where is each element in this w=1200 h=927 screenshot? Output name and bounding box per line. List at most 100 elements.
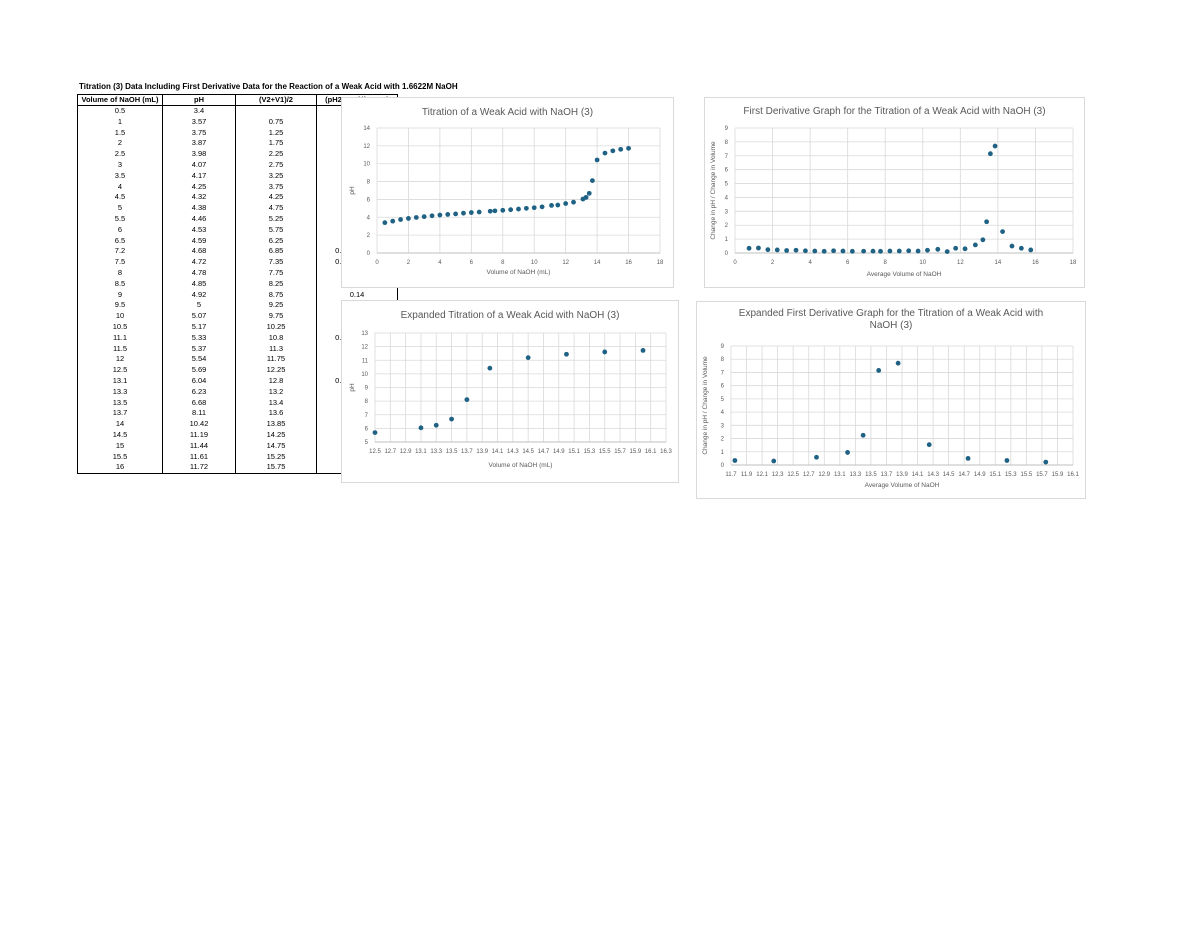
data-point <box>771 458 777 464</box>
table-cell: 6.25 <box>235 235 317 247</box>
table-cell: 11.44 <box>162 440 236 452</box>
table-cell: 5.37 <box>162 343 236 355</box>
data-point <box>821 248 827 254</box>
table-cell: 11.61 <box>162 451 236 463</box>
chart-title: Expanded First Derivative Graph for the … <box>739 308 1043 319</box>
data-point <box>549 203 554 208</box>
x-tick-label: 14 <box>995 260 1002 266</box>
x-tick-label: 16.1 <box>645 449 657 455</box>
x-tick-label: 15.5 <box>599 449 611 455</box>
x-tick-label: 8 <box>501 260 505 266</box>
table-cell: 3.98 <box>162 149 236 160</box>
table-cell: 13.7 <box>77 408 163 420</box>
table-cell: 11.5 <box>77 343 163 355</box>
x-tick-label: 13.3 <box>850 472 862 478</box>
x-tick-label: 14.3 <box>507 449 519 455</box>
x-tick-label: 10 <box>531 260 538 266</box>
table-cell: 6.04 <box>162 375 236 387</box>
x-tick-label: 15.9 <box>630 449 642 455</box>
y-tick-label: 3 <box>721 423 725 429</box>
y-tick-label: 0 <box>721 463 725 469</box>
x-tick-label: 13.5 <box>446 449 458 455</box>
data-point <box>1043 459 1049 465</box>
table-cell: 7.35 <box>235 257 317 268</box>
data-point <box>464 397 470 403</box>
table-cell: 15 <box>77 440 163 452</box>
data-point <box>492 208 498 214</box>
x-tick-label: 15.1 <box>989 472 1001 478</box>
table-cell: 8.11 <box>162 408 236 420</box>
table-cell: 13.1 <box>77 375 163 387</box>
y-tick-label: 9 <box>725 126 729 132</box>
data-point <box>915 248 921 254</box>
table-cell: 4.46 <box>162 213 236 225</box>
data-point <box>765 247 771 253</box>
data-point <box>382 220 388 226</box>
table-cell: 13.4 <box>235 397 317 409</box>
table-cell: 5.25 <box>235 213 317 225</box>
data-point <box>626 145 631 151</box>
data-point <box>508 207 514 213</box>
y-tick-label: 6 <box>367 197 371 203</box>
first-derivative-chart: First Derivative Graph for the Titration… <box>704 97 1085 288</box>
table-cell: 11.75 <box>235 354 317 366</box>
table-cell: 11.1 <box>77 332 163 344</box>
table-cell: 10 <box>77 311 163 322</box>
x-tick-label: 15.3 <box>584 449 596 455</box>
expanded-first-derivative-chart-plot: Expanded First Derivative Graph for the … <box>702 308 1079 489</box>
table-cell: 7.5 <box>77 257 163 268</box>
data-point <box>516 206 521 212</box>
table-cell: 0.75 <box>235 116 317 128</box>
first-derivative-chart-plot: First Derivative Graph for the Titration… <box>710 106 1077 278</box>
x-tick-label: 14.7 <box>538 449 550 455</box>
x-tick-label: 13.3 <box>430 449 442 455</box>
table-cell: 4.25 <box>235 192 317 204</box>
data-point <box>390 218 396 224</box>
data-point <box>1009 243 1015 249</box>
table-cell: 9.75 <box>235 311 317 322</box>
x-tick-label: 18 <box>1070 260 1077 266</box>
table-cell: 5.54 <box>162 354 236 366</box>
table-cell: 5.07 <box>162 311 236 322</box>
data-point <box>870 248 876 254</box>
y-tick-label: 5 <box>721 397 725 403</box>
table-cell: 6.85 <box>235 246 317 258</box>
y-tick-label: 10 <box>363 162 370 168</box>
data-point <box>1004 458 1010 463</box>
x-tick-label: 15.7 <box>1036 472 1048 478</box>
table-cell: 5 <box>162 300 236 312</box>
x-tick-label: 14.1 <box>912 472 924 478</box>
y-tick-label: 11 <box>362 358 369 364</box>
table-cell: 3.4 <box>162 105 236 117</box>
data-point <box>421 214 427 220</box>
x-axis-title: Volume of NaOH (mL) <box>489 462 553 469</box>
table-cell: 15.25 <box>235 451 317 463</box>
table-cell: 13.85 <box>235 419 317 430</box>
y-tick-label: 7 <box>721 370 725 376</box>
table-cell: 5.33 <box>162 332 236 344</box>
y-tick-label: 5 <box>725 182 729 188</box>
y-tick-label: 9 <box>365 386 369 392</box>
y-tick-label: 8 <box>365 399 369 405</box>
data-point <box>793 247 799 253</box>
y-tick-label: 1 <box>721 450 725 456</box>
x-tick-label: 14.9 <box>974 472 986 478</box>
table-cell: 6 <box>77 224 163 236</box>
table-cell: 8 <box>77 267 163 279</box>
data-point <box>756 245 761 251</box>
data-point <box>980 237 986 243</box>
x-tick-label: 8 <box>884 260 888 266</box>
table-cell: 11.72 <box>162 462 236 475</box>
table-cell: 10.8 <box>235 332 317 344</box>
y-axis-title: pH <box>349 186 356 195</box>
table-cell: 15.75 <box>235 462 317 475</box>
table-cell: 5.5 <box>77 213 163 225</box>
table-cell: 14.75 <box>235 440 317 452</box>
x-tick-label: 14.5 <box>943 472 955 478</box>
x-tick-label: 13.9 <box>476 449 488 455</box>
table-cell: 13.2 <box>235 386 317 398</box>
table-cell: 12 <box>77 354 163 366</box>
x-tick-label: 15.1 <box>568 449 580 455</box>
x-tick-label: 15.3 <box>1005 472 1017 478</box>
data-point <box>1018 245 1024 251</box>
